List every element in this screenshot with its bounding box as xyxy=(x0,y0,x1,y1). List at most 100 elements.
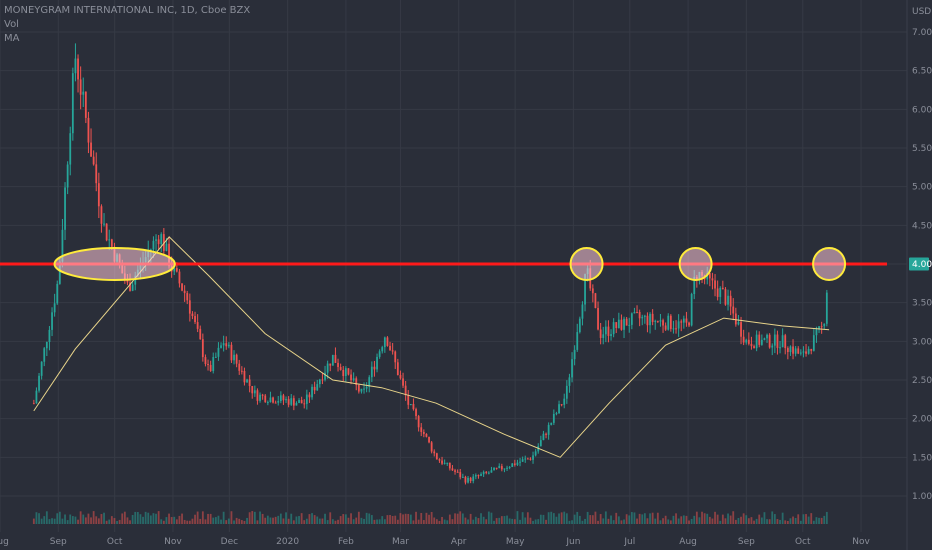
candle-body xyxy=(428,436,430,443)
candle-body xyxy=(272,397,274,403)
candle-body xyxy=(680,321,683,323)
legend-volume[interactable]: Vol xyxy=(4,19,19,30)
candle-body xyxy=(292,398,295,406)
candle-body xyxy=(547,424,550,435)
highlight-circle-2 xyxy=(678,247,713,281)
price-axis[interactable]: 7.00 6.50 6.00 5.50 5.00 4.50 4.00 3.50 3.00 2.50… xyxy=(912,28,932,502)
volume-bar xyxy=(693,515,696,524)
volume-bar xyxy=(534,519,537,524)
volume-bar xyxy=(240,520,243,524)
candle-body xyxy=(66,164,69,188)
volume-bar xyxy=(420,512,423,524)
volume-bar xyxy=(701,511,703,524)
legend-ma[interactable]: MA xyxy=(4,33,20,44)
volume-bar xyxy=(550,511,553,524)
volume-bar xyxy=(113,518,116,524)
candle-body xyxy=(131,284,134,291)
volume-bar xyxy=(656,512,659,524)
volume-bar xyxy=(334,520,337,524)
volume-bar xyxy=(168,513,170,524)
volume-bar xyxy=(591,515,594,524)
candle-body xyxy=(578,318,581,333)
volume-bar xyxy=(667,519,670,524)
candle-body xyxy=(487,472,490,474)
volume-bar xyxy=(295,516,298,524)
candle-body xyxy=(58,261,61,284)
candle-body xyxy=(607,326,610,336)
candle-body xyxy=(214,356,217,358)
volume-bar xyxy=(45,511,48,524)
candle-body xyxy=(162,234,165,251)
candle-body xyxy=(396,362,399,376)
volume-bar xyxy=(38,513,40,524)
legend-symbol[interactable]: MONEYGRAM INTERNATIONAL INC, 1D, Cboe BZ… xyxy=(4,5,250,16)
volume-bar xyxy=(537,519,540,524)
highlight-circle-3 xyxy=(812,247,847,281)
candle-body xyxy=(188,300,191,314)
candle-body xyxy=(422,431,425,434)
candle-body xyxy=(110,239,113,247)
volume-bar xyxy=(732,511,735,524)
candle-body xyxy=(591,288,594,294)
candle-body xyxy=(246,379,248,383)
volume-bar xyxy=(430,511,433,524)
volume-bar xyxy=(175,519,178,524)
volume-bar xyxy=(779,519,781,524)
volume-bar xyxy=(272,517,274,524)
candle-body xyxy=(105,223,108,241)
volume-bar xyxy=(516,511,519,524)
volume-bar xyxy=(500,516,503,524)
time-axis[interactable]: Aug Sep Oct Nov Dec 2020 Feb Mar Apr May Jun Jul Aug… xyxy=(0,537,870,547)
volume-bar xyxy=(435,519,438,524)
candle-body xyxy=(511,463,514,467)
candle-body xyxy=(630,313,633,325)
volume-bar xyxy=(467,519,469,524)
volume-bar xyxy=(446,520,449,524)
volume-bar xyxy=(152,513,155,524)
volume-bar xyxy=(542,514,545,524)
volume-bar xyxy=(714,511,716,524)
candle-body xyxy=(300,400,303,404)
candle-body xyxy=(688,322,690,326)
volume-bar xyxy=(251,511,254,524)
candle-body xyxy=(295,402,298,406)
candle-body xyxy=(604,326,607,335)
time-tick-label: Jun xyxy=(565,537,580,547)
candle-body xyxy=(451,468,454,471)
volume-bar xyxy=(389,514,391,524)
candle-body xyxy=(40,361,43,376)
volume-bar xyxy=(638,513,641,524)
candle-body xyxy=(308,394,311,398)
candle-body xyxy=(459,472,462,478)
volume-bar xyxy=(233,520,235,524)
price-tick-label: 2.50 xyxy=(912,376,932,386)
volume-bar xyxy=(802,514,805,524)
volume-bar xyxy=(126,517,129,524)
candle-body xyxy=(643,315,646,317)
candle-body xyxy=(326,363,329,373)
volume-bar xyxy=(173,516,176,524)
last-price-marker: 4.00 xyxy=(909,257,932,271)
volume-bar xyxy=(664,515,667,524)
volume-bar xyxy=(422,520,425,524)
volume-bar xyxy=(633,512,636,524)
candle-body xyxy=(152,240,155,250)
candle-body xyxy=(768,334,771,348)
currency-label: USD xyxy=(912,7,931,17)
volume-bar xyxy=(344,514,347,524)
volume-bar xyxy=(155,513,157,524)
volume-bar xyxy=(160,519,163,524)
volume-bar xyxy=(118,519,121,524)
volume-bar xyxy=(729,515,732,524)
volume-bar xyxy=(602,518,605,524)
candle-body xyxy=(404,385,407,396)
candle-body xyxy=(474,475,477,477)
candle-body xyxy=(521,459,524,462)
candle-body xyxy=(682,318,685,323)
price-tick-label: 5.00 xyxy=(912,183,932,193)
volume-bar xyxy=(43,516,46,524)
volume-bar xyxy=(79,511,82,524)
candle-body xyxy=(43,348,46,362)
candle-body xyxy=(79,79,82,95)
